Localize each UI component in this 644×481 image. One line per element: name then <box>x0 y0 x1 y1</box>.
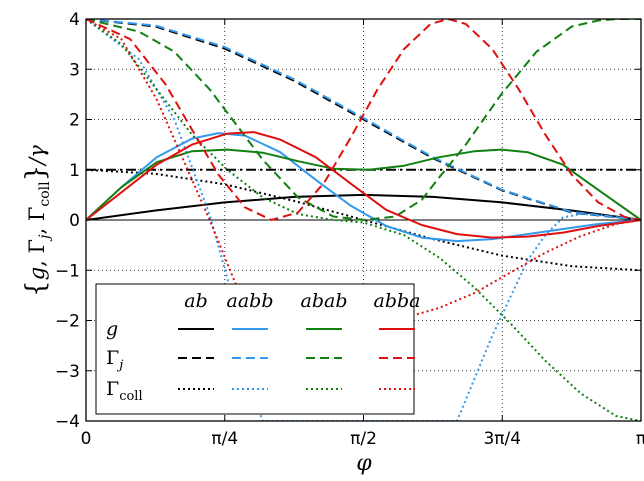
series-line-γj-aabb <box>86 19 641 221</box>
legend-box <box>95 283 415 415</box>
legend-row-label: g <box>106 318 118 340</box>
legend-column-aabb: aabb <box>227 290 274 312</box>
x-tick-label: 0 <box>81 429 92 449</box>
series-line-g-ab <box>86 193 641 221</box>
tick-labels: 0 π/4 π/2 3π/4 π 4 3 2 1 0 −1 −2 −3 −4 <box>55 10 644 449</box>
x-tick-label: π/4 <box>211 429 238 449</box>
y-tick-label: 4 <box>69 10 80 30</box>
x-tick-label: π/2 <box>350 429 377 449</box>
y-tick-label: 2 <box>69 111 80 131</box>
axis-labels: φ {g, Γj, Γcoll}/γ <box>21 145 372 476</box>
legend-row-label: Γcoll <box>106 378 143 404</box>
series-line-γj-abba <box>86 19 641 221</box>
legend-column-abab: abab <box>301 290 348 312</box>
series-line-g-aabb <box>86 132 641 243</box>
series-line-γcoll-abba <box>86 19 641 367</box>
series-line-γcoll-aabb <box>86 19 641 421</box>
legend: ab aabb abab abba g Γj Γcoll <box>95 283 421 415</box>
y-axis-label: {g, Γj, Γcoll}/γ <box>21 145 53 297</box>
y-tick-label: 1 <box>69 161 80 181</box>
y-tick-label: −4 <box>55 412 80 432</box>
y-tick-label: −3 <box>55 362 80 382</box>
legend-column-abba: abba <box>374 290 421 312</box>
series-line-γcoll-abab <box>86 19 641 421</box>
legend-row-label: Γj <box>106 347 123 373</box>
series-line-g-abba <box>86 131 641 239</box>
legend-column-ab: ab <box>184 290 208 312</box>
series-group <box>86 19 641 421</box>
x-axis-label: φ <box>356 451 372 476</box>
x-tick-label: π <box>636 429 644 449</box>
y-tick-label: −2 <box>55 312 80 332</box>
y-tick-label: 0 <box>69 211 80 231</box>
series-line-γj-ab <box>86 19 641 221</box>
y-tick-label: −1 <box>55 261 80 281</box>
y-tick-label: 3 <box>69 60 80 80</box>
x-tick-label: 3π/4 <box>483 429 521 449</box>
series-line-γj-abab <box>86 19 641 221</box>
